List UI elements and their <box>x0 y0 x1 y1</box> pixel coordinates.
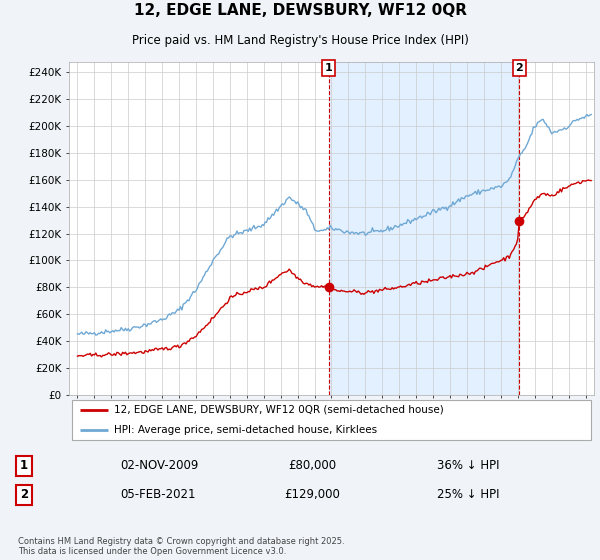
Text: 1: 1 <box>20 459 28 473</box>
Text: HPI: Average price, semi-detached house, Kirklees: HPI: Average price, semi-detached house,… <box>113 425 377 435</box>
Text: 36% ↓ HPI: 36% ↓ HPI <box>437 459 499 473</box>
Text: Price paid vs. HM Land Registry's House Price Index (HPI): Price paid vs. HM Land Registry's House … <box>131 34 469 47</box>
Text: 2: 2 <box>20 488 28 501</box>
Text: 12, EDGE LANE, DEWSBURY, WF12 0QR: 12, EDGE LANE, DEWSBURY, WF12 0QR <box>133 3 467 18</box>
Bar <box>329 62 520 395</box>
Text: Contains HM Land Registry data © Crown copyright and database right 2025.
This d: Contains HM Land Registry data © Crown c… <box>18 536 344 556</box>
Text: 02-NOV-2009: 02-NOV-2009 <box>120 459 199 473</box>
Text: 12, EDGE LANE, DEWSBURY, WF12 0QR (semi-detached house): 12, EDGE LANE, DEWSBURY, WF12 0QR (semi-… <box>113 405 443 415</box>
Text: 25% ↓ HPI: 25% ↓ HPI <box>437 488 499 501</box>
FancyBboxPatch shape <box>71 400 592 440</box>
Text: 1: 1 <box>325 63 332 73</box>
Text: 2: 2 <box>515 63 523 73</box>
Text: 05-FEB-2021: 05-FEB-2021 <box>120 488 196 501</box>
Text: £129,000: £129,000 <box>284 488 340 501</box>
Text: £80,000: £80,000 <box>288 459 336 473</box>
